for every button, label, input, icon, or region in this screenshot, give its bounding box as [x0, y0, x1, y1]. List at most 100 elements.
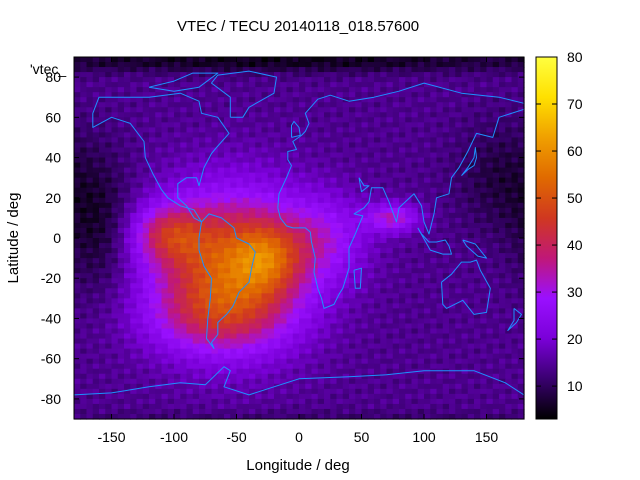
heatmap-cell — [142, 248, 150, 254]
heatmap-cell — [286, 57, 294, 63]
heatmap-cell — [399, 258, 406, 264]
heatmap-cell — [386, 97, 394, 103]
heatmap-cell — [367, 232, 375, 239]
heatmap-cell — [142, 87, 150, 93]
heatmap-cell — [117, 393, 125, 400]
heatmap-cell — [242, 333, 250, 340]
heatmap-cell — [424, 378, 431, 385]
heatmap-cell — [299, 328, 306, 335]
heatmap-cell — [136, 167, 144, 174]
heatmap-cell — [374, 328, 381, 335]
heatmap-cell — [186, 258, 194, 264]
heatmap-cell — [311, 303, 319, 309]
heatmap-cell — [86, 308, 94, 315]
heatmap-cell — [211, 348, 219, 355]
heatmap-cell — [424, 313, 431, 320]
heatmap-cell — [149, 167, 156, 174]
heatmap-cell — [105, 363, 113, 370]
heatmap-cell — [180, 238, 188, 244]
heatmap-cell — [349, 243, 356, 249]
heatmap-cell — [161, 167, 169, 174]
heatmap-cell — [192, 187, 200, 194]
heatmap-cell — [336, 278, 344, 284]
heatmap-cell — [99, 253, 106, 259]
heatmap-cell — [455, 338, 463, 345]
heatmap-cell — [330, 268, 338, 274]
heatmap-cell — [467, 162, 475, 169]
heatmap-cell — [280, 308, 288, 315]
heatmap-cell — [174, 273, 181, 279]
heatmap-cell — [355, 107, 363, 113]
heatmap-cell — [280, 318, 288, 325]
heatmap-cell — [174, 107, 181, 113]
heatmap-cell — [499, 87, 506, 93]
heatmap-cell — [449, 87, 456, 93]
heatmap-cell — [299, 82, 306, 88]
heatmap-cell — [324, 348, 331, 355]
heatmap-cell — [436, 268, 444, 274]
heatmap-cell — [155, 243, 163, 249]
heatmap-cell — [461, 323, 469, 330]
heatmap-cell — [455, 67, 463, 73]
heatmap-cell — [392, 107, 400, 113]
heatmap-cell — [305, 308, 313, 315]
heatmap-cell — [224, 207, 231, 214]
heatmap-cell — [230, 142, 238, 149]
heatmap-cell — [105, 243, 113, 249]
heatmap-cell — [167, 117, 175, 123]
heatmap-cell — [286, 238, 294, 244]
heatmap-cell — [392, 328, 400, 335]
heatmap-cell — [217, 232, 225, 239]
heatmap-cell — [392, 363, 400, 370]
heatmap-cell — [255, 57, 263, 63]
heatmap-cell — [411, 363, 419, 370]
heatmap-cell — [74, 117, 81, 123]
heatmap-cell — [449, 167, 456, 174]
heatmap-cell — [130, 192, 138, 199]
heatmap-cell — [286, 182, 294, 189]
heatmap-cell — [411, 92, 419, 98]
heatmap-cell — [155, 278, 163, 284]
heatmap-cell — [174, 378, 181, 385]
heatmap-cell — [136, 127, 144, 134]
heatmap-cell — [517, 187, 525, 194]
heatmap-cell — [180, 202, 188, 209]
heatmap-cell — [149, 67, 156, 73]
heatmap-cell — [124, 142, 131, 149]
heatmap-cell — [436, 373, 444, 380]
heatmap-cell — [105, 152, 113, 159]
heatmap-cell — [105, 308, 113, 315]
heatmap-cell — [399, 338, 406, 345]
heatmap-cell — [224, 202, 231, 209]
heatmap-cell — [386, 288, 394, 294]
heatmap-cell — [236, 398, 244, 405]
heatmap-cell — [286, 147, 294, 154]
heatmap-cell — [467, 117, 475, 123]
heatmap-cell — [449, 293, 456, 299]
heatmap-cell — [480, 358, 488, 365]
heatmap-cell — [124, 227, 131, 234]
heatmap-cell — [111, 313, 119, 320]
heatmap-cell — [211, 67, 219, 73]
heatmap-cell — [155, 197, 163, 204]
heatmap-cell — [511, 318, 519, 325]
heatmap-cell — [236, 157, 244, 164]
heatmap-cell — [255, 142, 263, 149]
heatmap-cell — [442, 122, 450, 128]
heatmap-cell — [499, 363, 506, 370]
heatmap-cell — [86, 298, 94, 304]
heatmap-cell — [399, 378, 406, 385]
heatmap-cell — [430, 273, 438, 279]
heatmap-cell — [286, 398, 294, 405]
heatmap-cell — [399, 97, 406, 103]
heatmap-cell — [311, 197, 319, 204]
heatmap-cell — [442, 157, 450, 164]
heatmap-cell — [405, 222, 413, 229]
heatmap-cell — [180, 288, 188, 294]
heatmap-cell — [174, 268, 181, 274]
heatmap-cell — [442, 132, 450, 139]
heatmap-cell — [99, 142, 106, 149]
heatmap-cell — [386, 227, 394, 234]
heatmap-cell — [117, 152, 125, 159]
heatmap-cell — [467, 278, 475, 284]
